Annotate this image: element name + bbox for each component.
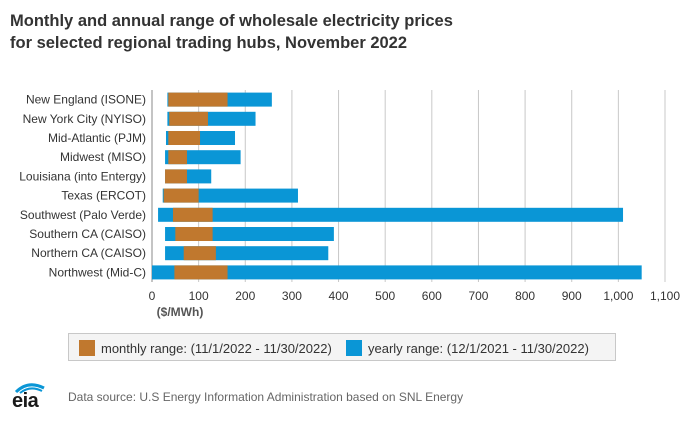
y-category-label: New York City (NYISO) (23, 112, 146, 126)
y-category-label: Southwest (Palo Verde) (20, 208, 146, 222)
bar-yearly-range (152, 265, 642, 280)
bar-monthly-range (165, 169, 187, 184)
bar-monthly-range (183, 246, 216, 261)
chart-title-line-2: for selected regional trading hubs, Nove… (10, 34, 408, 52)
y-category-label: Northwest (Mid-C) (49, 265, 146, 279)
legend: monthly range: (11/1/2022 - 11/30/2022) … (68, 333, 616, 361)
x-tick-label: 500 (375, 289, 395, 303)
legend-swatch-monthly (79, 340, 95, 356)
x-tick-label: 0 (149, 289, 156, 303)
x-tick-label: 600 (422, 289, 442, 303)
legend-swatch-yearly (346, 340, 362, 356)
bar-monthly-range (175, 227, 213, 241)
bar-monthly-range (168, 150, 187, 165)
y-category-label: Texas (ERCOT) (61, 189, 146, 203)
eia-logo-text: eia (12, 390, 39, 412)
legend-item-yearly: yearly range: (12/1/2021 - 11/30/2022) (346, 334, 589, 362)
footer: eia Data source: U.S Energy Information … (10, 382, 670, 412)
x-tick-label: 400 (329, 289, 349, 303)
bar-yearly-range (158, 207, 624, 222)
x-tick-label: 900 (562, 289, 582, 303)
bar-monthly-range (169, 111, 208, 126)
y-category-label: Northern CA (CAISO) (31, 246, 146, 260)
x-tick-label: 1,000 (603, 289, 633, 303)
y-category-label: New England (ISONE) (26, 93, 146, 107)
x-tick-label: 200 (235, 289, 255, 303)
legend-label-monthly: monthly range: (11/1/2022 - 11/30/2022) (101, 340, 332, 356)
bar-monthly-range (172, 207, 213, 222)
bar-monthly-range (174, 265, 228, 280)
y-category-label: Southern CA (CAISO) (29, 227, 146, 241)
x-unit-label: ($/MWh) (157, 305, 204, 319)
x-tick-label: 100 (189, 289, 209, 303)
y-category-label: Mid-Atlantic (PJM) (48, 131, 146, 145)
x-tick-label: 800 (515, 289, 535, 303)
eia-logo: eia (10, 382, 54, 412)
x-tick-label: 300 (282, 289, 302, 303)
x-tick-label: 700 (468, 289, 488, 303)
chart-title-line-1: Monthly and annual range of wholesale el… (10, 12, 453, 30)
y-category-label: Midwest (MISO) (60, 150, 146, 164)
bar-monthly-range (168, 92, 228, 107)
bar-monthly-range (168, 131, 201, 145)
eia-logo-icon (14, 383, 45, 394)
y-category-label: Louisiana (into Entergy) (19, 169, 146, 183)
data-source: Data source: U.S Energy Information Admi… (68, 390, 464, 404)
x-tick-label: 1,100 (650, 289, 680, 303)
bar-monthly-range (163, 188, 199, 203)
legend-label-yearly: yearly range: (12/1/2021 - 11/30/2022) (368, 340, 589, 356)
legend-item-monthly: monthly range: (11/1/2022 - 11/30/2022) (79, 334, 332, 362)
chart-title: Monthly and annual range of wholesale el… (10, 10, 670, 54)
